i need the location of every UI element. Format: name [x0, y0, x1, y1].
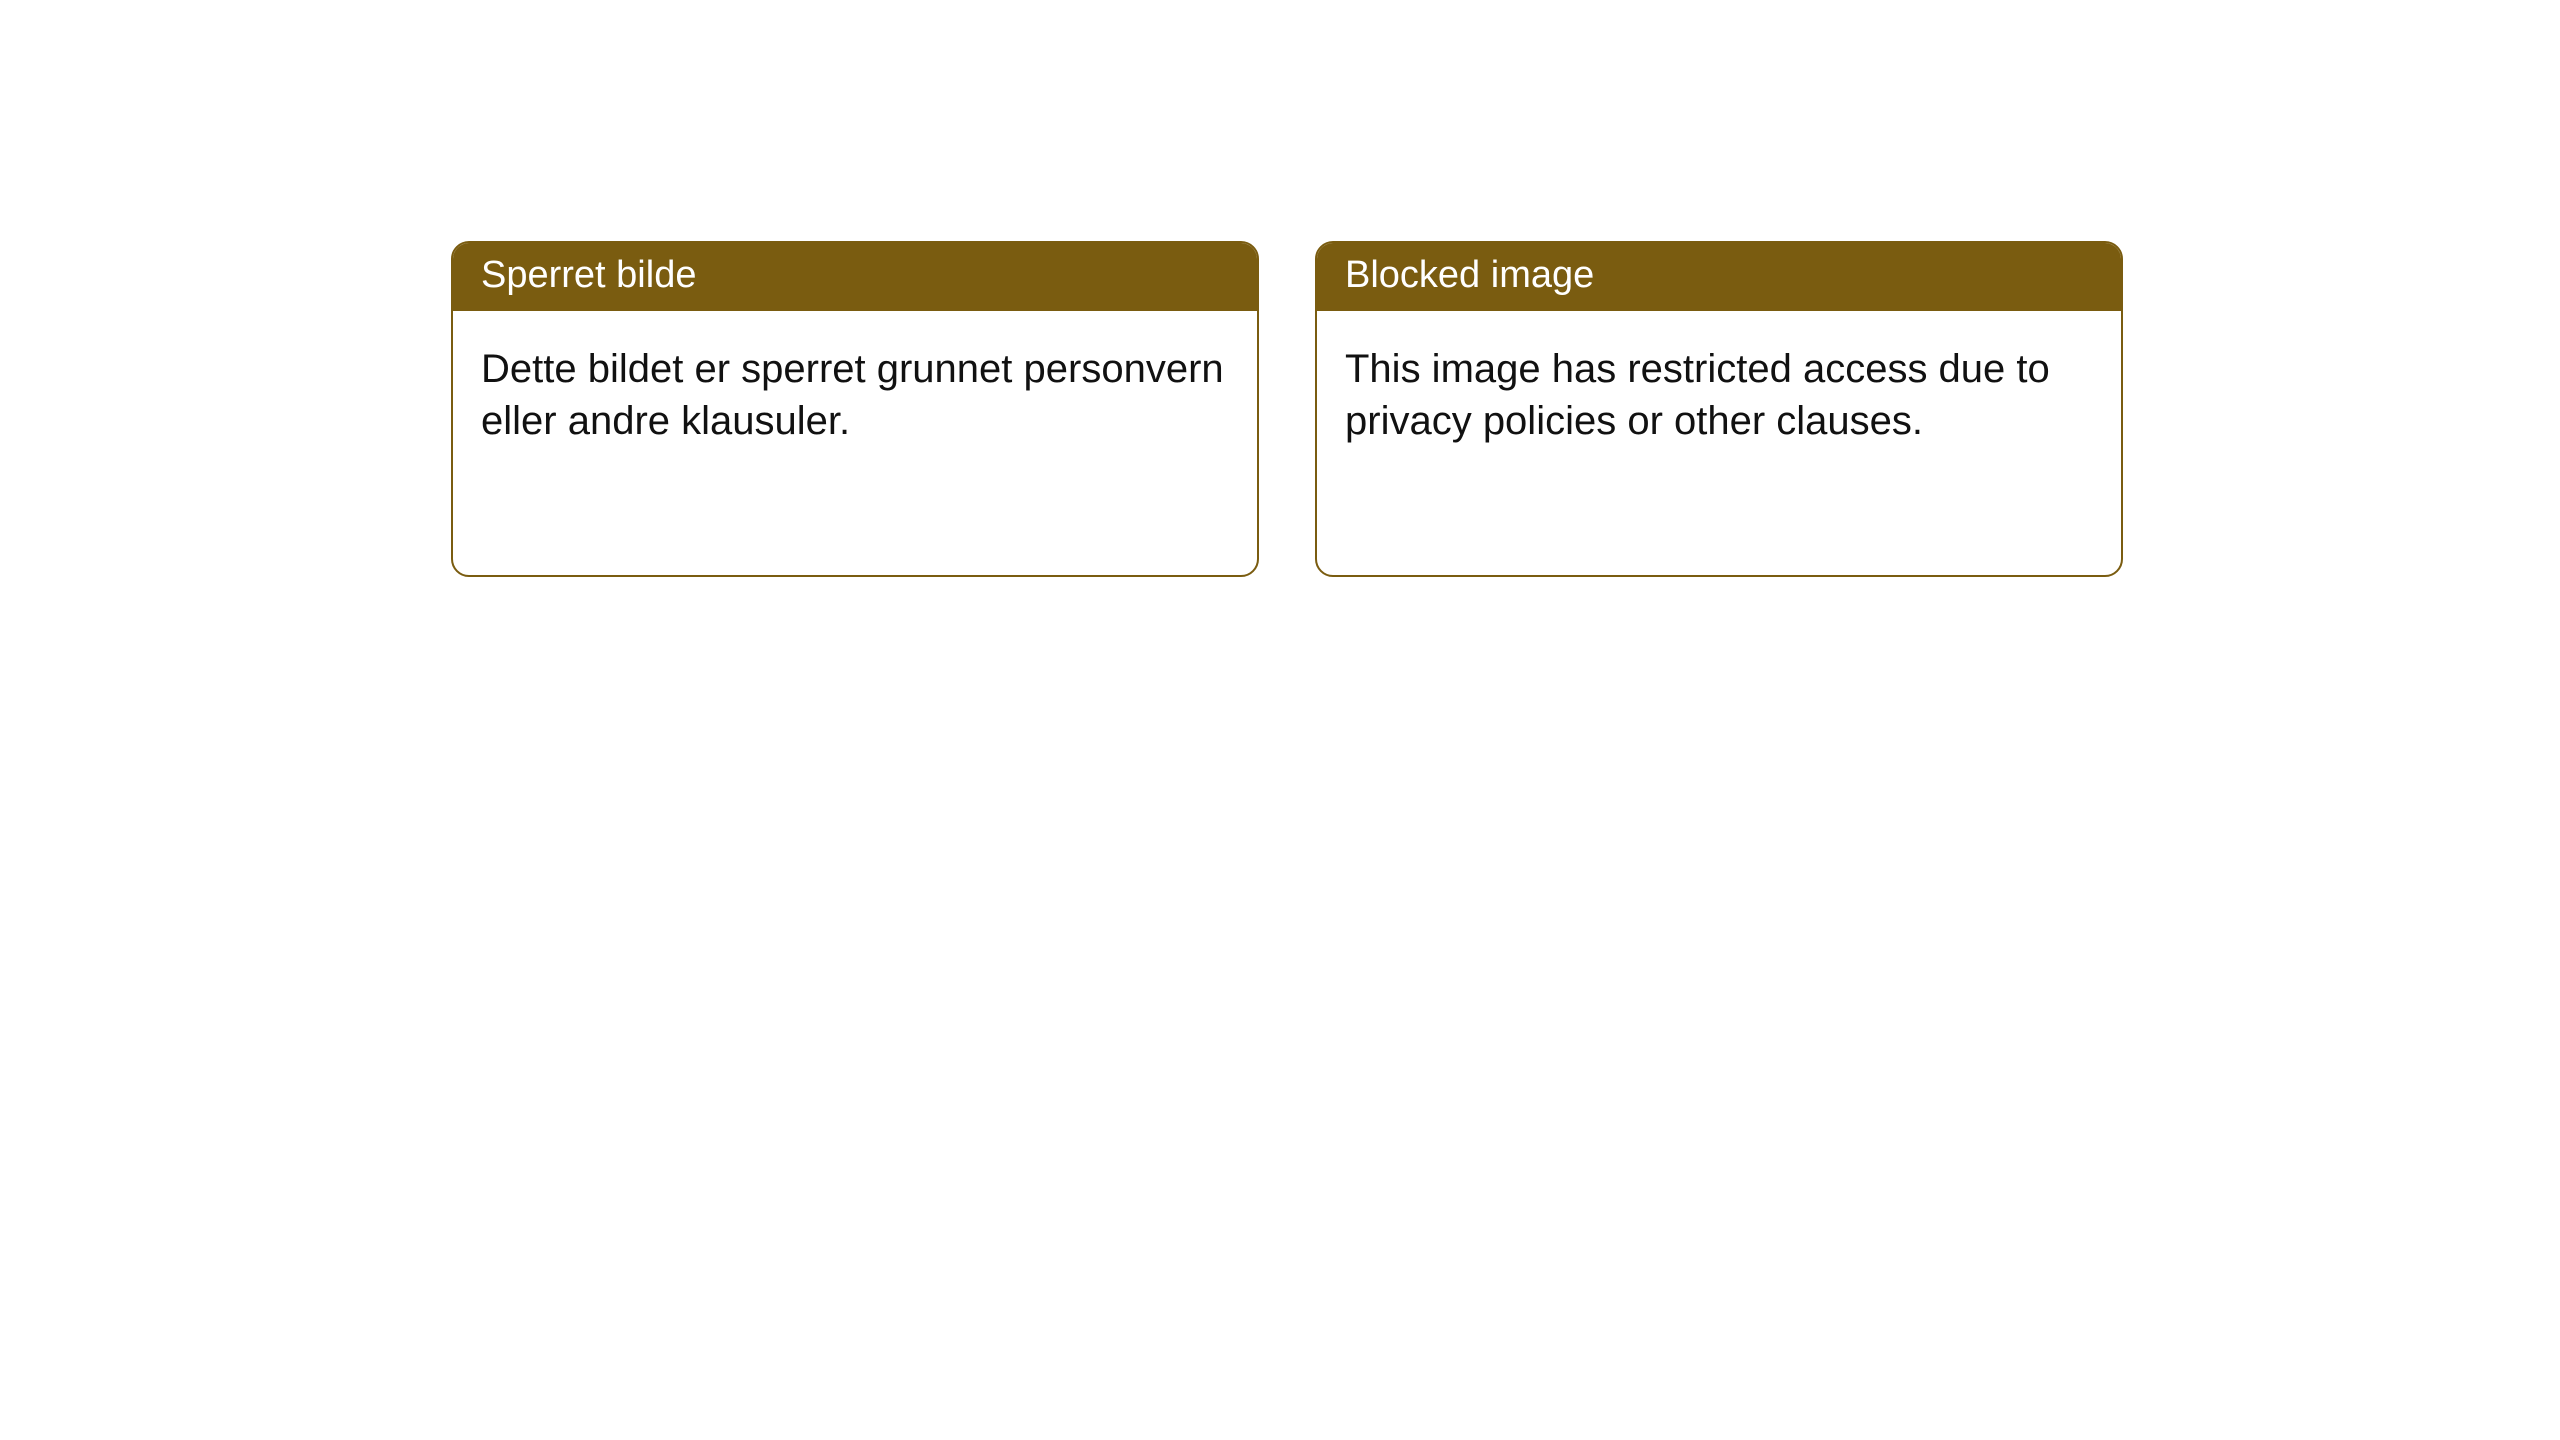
notice-card-norwegian: Sperret bilde Dette bildet er sperret gr… — [451, 241, 1259, 577]
notice-body-english: This image has restricted access due to … — [1317, 311, 2121, 475]
notice-card-english: Blocked image This image has restricted … — [1315, 241, 2123, 577]
notice-container: Sperret bilde Dette bildet er sperret gr… — [0, 0, 2560, 577]
notice-title-norwegian: Sperret bilde — [453, 243, 1257, 311]
notice-title-english: Blocked image — [1317, 243, 2121, 311]
notice-body-norwegian: Dette bildet er sperret grunnet personve… — [453, 311, 1257, 475]
